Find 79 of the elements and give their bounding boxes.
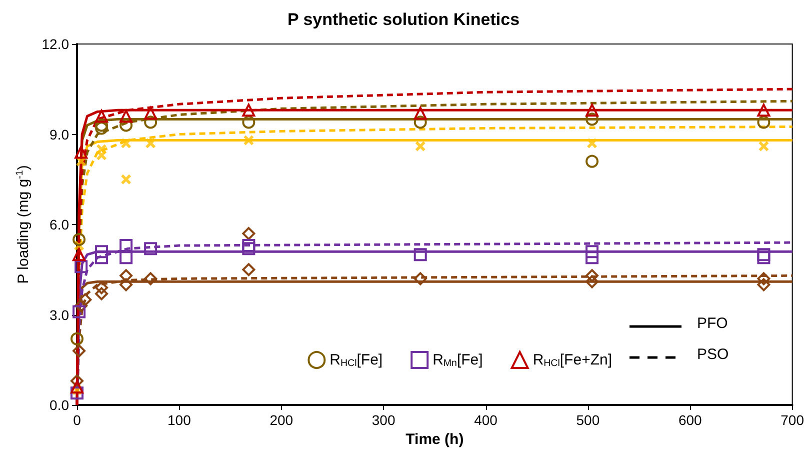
chart-title: P synthetic solution Kinetics (287, 10, 520, 29)
point (72, 248, 86, 262)
point (242, 227, 256, 240)
point (414, 116, 427, 129)
point (757, 248, 770, 262)
x-tick-label: 600 (678, 412, 702, 428)
annotation: PSO (697, 346, 729, 363)
point (120, 110, 133, 123)
point (146, 138, 156, 148)
point (244, 135, 254, 146)
point (120, 269, 133, 282)
point (95, 251, 108, 264)
point (120, 118, 133, 132)
point (587, 138, 598, 148)
point (120, 239, 133, 252)
point (70, 386, 84, 400)
point (120, 278, 133, 292)
x-tick-label: 200 (270, 412, 294, 428)
point (414, 248, 427, 262)
y-tick-label: 12.0 (42, 36, 70, 52)
point (414, 272, 427, 286)
y-tick-label: 9.0 (50, 126, 70, 142)
point (242, 263, 256, 276)
legend-label: RHCl[Fe+Zn] (532, 352, 612, 369)
point (586, 269, 599, 282)
point (414, 106, 427, 120)
point (78, 293, 92, 306)
y-axis-title: P loading (mg g-1) (14, 165, 32, 284)
y-tick-label: 3.0 (50, 306, 70, 323)
point (586, 154, 599, 168)
point (74, 146, 88, 159)
legend-label: RHCl[Fe] (330, 352, 383, 369)
point (95, 122, 108, 135)
point (757, 116, 770, 129)
point (96, 144, 107, 154)
point (586, 104, 599, 117)
point (72, 233, 86, 246)
annotation: PFO (697, 315, 728, 332)
point (757, 251, 770, 264)
x-tick-label: 100 (168, 412, 192, 428)
point (120, 251, 133, 264)
y-tick-label: 6.0 (50, 216, 70, 232)
point (144, 116, 158, 129)
point (144, 242, 158, 256)
point (121, 138, 132, 148)
point (74, 260, 88, 274)
point (586, 245, 599, 258)
x-tick-label: 400 (474, 412, 498, 428)
y-tick-label: 0.0 (50, 397, 70, 413)
point (74, 299, 88, 312)
point (95, 110, 108, 123)
point (757, 272, 770, 286)
x-tick-label: 0 (73, 412, 82, 428)
point (758, 141, 769, 152)
x-tick-label: 300 (372, 412, 396, 428)
point (95, 281, 108, 294)
point (70, 332, 84, 346)
x-axis-title: Time (h) (406, 430, 464, 448)
point (70, 374, 84, 388)
point (144, 106, 158, 120)
point (586, 112, 599, 126)
point (242, 116, 256, 129)
point (242, 242, 256, 256)
point (586, 251, 599, 264)
point (72, 344, 86, 358)
legend-label: RMn[Fe] (432, 352, 483, 369)
point (415, 141, 426, 152)
point (586, 275, 599, 288)
point (72, 305, 86, 318)
point (70, 380, 84, 394)
point (757, 104, 770, 117)
point (757, 278, 770, 292)
x-tick-label: 700 (780, 412, 804, 428)
point (95, 287, 108, 300)
point (121, 174, 132, 184)
x-tick-label: 500 (576, 412, 600, 428)
point (144, 272, 158, 286)
point (95, 245, 108, 258)
point (242, 104, 256, 117)
